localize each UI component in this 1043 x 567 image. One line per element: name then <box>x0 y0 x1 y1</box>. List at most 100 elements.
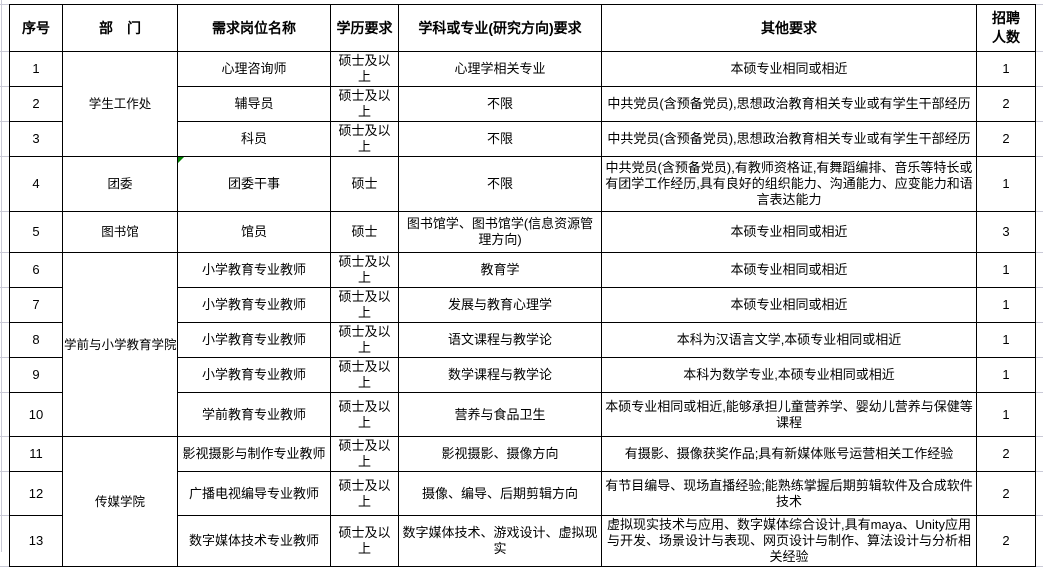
cell-count[interactable]: 2 <box>976 86 1036 122</box>
cell-no[interactable]: 3 <box>9 121 63 157</box>
cell-dept[interactable]: 学前与小学教育学院 <box>62 252 178 437</box>
table-row: 8 小学教育专业教师 硕士及以上 语文课程与教学论 本科为汉语言文学,本硕专业相… <box>9 322 1036 358</box>
cell-count[interactable]: 1 <box>976 322 1036 358</box>
gridline-stub <box>0 211 9 212</box>
cell-position[interactable]: 馆员 <box>177 211 331 253</box>
gridline-stub <box>1036 156 1043 157</box>
cell-count[interactable]: 1 <box>976 51 1036 87</box>
cell-major[interactable]: 营养与食品卫生 <box>398 392 602 437</box>
cell-degree[interactable]: 硕士 <box>330 211 399 253</box>
cell-position[interactable]: 心理咨询师 <box>177 51 331 87</box>
cell-major[interactable]: 数学课程与教学论 <box>398 357 602 393</box>
cell-position[interactable]: 小学教育专业教师 <box>177 357 331 393</box>
cell-other[interactable]: 中共党员(含预备党员),思想政治教育相关专业或有学生干部经历 <box>601 86 977 122</box>
cell-no[interactable]: 8 <box>9 322 63 358</box>
cell-degree[interactable]: 硕士及以上 <box>330 357 399 393</box>
gridline-stub <box>1036 121 1043 122</box>
cell-position[interactable]: 数字媒体技术专业教师 <box>177 515 331 567</box>
cell-other[interactable]: 虚拟现实技术与应用、数字媒体综合设计,具有maya、Unity应用与开发、场景设… <box>601 515 977 567</box>
cell-no[interactable]: 10 <box>9 392 63 437</box>
header-count[interactable]: 招聘人数 <box>976 4 1036 52</box>
header-dept[interactable]: 部 门 <box>62 4 178 52</box>
gridline-stub <box>1036 357 1043 358</box>
cell-count[interactable]: 1 <box>976 287 1036 323</box>
cell-position[interactable]: 学前教育专业教师 <box>177 392 331 437</box>
cell-major[interactable]: 图书馆学、图书馆学(信息资源管理方向) <box>398 211 602 253</box>
cell-position[interactable]: 小学教育专业教师 <box>177 322 331 358</box>
cell-no[interactable]: 12 <box>9 471 63 516</box>
cell-major[interactable]: 不限 <box>398 121 602 157</box>
cell-degree[interactable]: 硕士及以上 <box>330 392 399 437</box>
header-major[interactable]: 学科或专业(研究方向)要求 <box>398 4 602 52</box>
gridline-stub <box>0 392 9 393</box>
cell-other[interactable]: 本硕专业相同或相近,能够承担儿童营养学、婴幼儿营养与保健等课程 <box>601 392 977 437</box>
cell-dept[interactable]: 团委 <box>62 156 178 212</box>
cell-no[interactable]: 13 <box>9 515 63 567</box>
cell-no[interactable]: 11 <box>9 436 63 472</box>
cell-degree[interactable]: 硕士 <box>330 156 399 212</box>
cell-position[interactable]: 团委干事 <box>177 156 331 212</box>
cell-degree[interactable]: 硕士及以上 <box>330 436 399 472</box>
cell-major[interactable]: 影视摄影、摄像方向 <box>398 436 602 472</box>
cell-count[interactable]: 3 <box>976 211 1036 253</box>
header-other[interactable]: 其他要求 <box>601 4 977 52</box>
cell-position[interactable]: 广播电视编导专业教师 <box>177 471 331 516</box>
cell-position[interactable]: 小学教育专业教师 <box>177 287 331 323</box>
cell-major[interactable]: 教育学 <box>398 252 602 288</box>
cell-major[interactable]: 语文课程与教学论 <box>398 322 602 358</box>
cell-no[interactable]: 1 <box>9 51 63 87</box>
cell-major[interactable]: 数字媒体技术、游戏设计、虚拟现实 <box>398 515 602 567</box>
recruitment-table: 序号 部 门 需求岗位名称 学历要求 学科或专业(研究方向)要求 其他要求 招聘… <box>9 4 1036 567</box>
cell-major[interactable]: 不限 <box>398 86 602 122</box>
cell-major[interactable]: 发展与教育心理学 <box>398 287 602 323</box>
cell-other[interactable]: 本硕专业相同或相近 <box>601 51 977 87</box>
cell-major[interactable]: 不限 <box>398 156 602 212</box>
cell-no[interactable]: 9 <box>9 357 63 393</box>
cell-degree[interactable]: 硕士及以上 <box>330 322 399 358</box>
cell-dept[interactable]: 学生工作处 <box>62 51 178 157</box>
cell-other[interactable]: 中共党员(含预备党员),思想政治教育相关专业或有学生干部经历 <box>601 121 977 157</box>
header-degree[interactable]: 学历要求 <box>330 4 399 52</box>
cell-other[interactable]: 有节目编导、现场直播经验;能熟练掌握后期剪辑软件及合成软件技术 <box>601 471 977 516</box>
cell-other[interactable]: 有摄影、摄像获奖作品;具有新媒体账号运营相关工作经验 <box>601 436 977 472</box>
header-seq[interactable]: 序号 <box>9 4 63 52</box>
cell-degree[interactable]: 硕士及以上 <box>330 287 399 323</box>
header-position[interactable]: 需求岗位名称 <box>177 4 331 52</box>
cell-position[interactable]: 辅导员 <box>177 86 331 122</box>
cell-count[interactable]: 1 <box>976 392 1036 437</box>
cell-count[interactable]: 1 <box>976 156 1036 212</box>
cell-other[interactable]: 本硕专业相同或相近 <box>601 287 977 323</box>
cell-other[interactable]: 中共党员(含预备党员),有教师资格证,有舞蹈编排、音乐等特长或有团学工作经历,具… <box>601 156 977 212</box>
cell-count[interactable]: 2 <box>976 471 1036 516</box>
gridline-stub <box>1036 252 1043 253</box>
cell-count[interactable]: 1 <box>976 252 1036 288</box>
cell-other[interactable]: 本硕专业相同或相近 <box>601 211 977 253</box>
cell-degree[interactable]: 硕士及以上 <box>330 515 399 567</box>
cell-major[interactable]: 摄像、编导、后期剪辑方向 <box>398 471 602 516</box>
cell-degree[interactable]: 硕士及以上 <box>330 121 399 157</box>
cell-dept[interactable]: 图书馆 <box>62 211 178 253</box>
cell-no[interactable]: 6 <box>9 252 63 288</box>
cell-degree[interactable]: 硕士及以上 <box>330 86 399 122</box>
table-row: 5 图书馆 馆员 硕士 图书馆学、图书馆学(信息资源管理方向) 本硕专业相同或相… <box>9 211 1036 253</box>
cell-count[interactable]: 1 <box>976 357 1036 393</box>
cell-count[interactable]: 2 <box>976 436 1036 472</box>
cell-other[interactable]: 本科为汉语言文学,本硕专业相同或相近 <box>601 322 977 358</box>
cell-dept[interactable]: 传媒学院 <box>62 436 178 567</box>
cell-no[interactable]: 2 <box>9 86 63 122</box>
gridline-stub <box>1036 471 1043 472</box>
cell-other[interactable]: 本硕专业相同或相近 <box>601 252 977 288</box>
cell-count[interactable]: 2 <box>976 121 1036 157</box>
cell-count[interactable]: 2 <box>976 515 1036 567</box>
cell-degree[interactable]: 硕士及以上 <box>330 51 399 87</box>
cell-no[interactable]: 7 <box>9 287 63 323</box>
cell-degree[interactable]: 硕士及以上 <box>330 252 399 288</box>
cell-no[interactable]: 5 <box>9 211 63 253</box>
cell-position[interactable]: 影视摄影与制作专业教师 <box>177 436 331 472</box>
cell-position[interactable]: 小学教育专业教师 <box>177 252 331 288</box>
cell-no[interactable]: 4 <box>9 156 63 212</box>
cell-other[interactable]: 本科为数学专业,本硕专业相同或相近 <box>601 357 977 393</box>
cell-position[interactable]: 科员 <box>177 121 331 157</box>
cell-degree[interactable]: 硕士及以上 <box>330 471 399 516</box>
cell-major[interactable]: 心理学相关专业 <box>398 51 602 87</box>
